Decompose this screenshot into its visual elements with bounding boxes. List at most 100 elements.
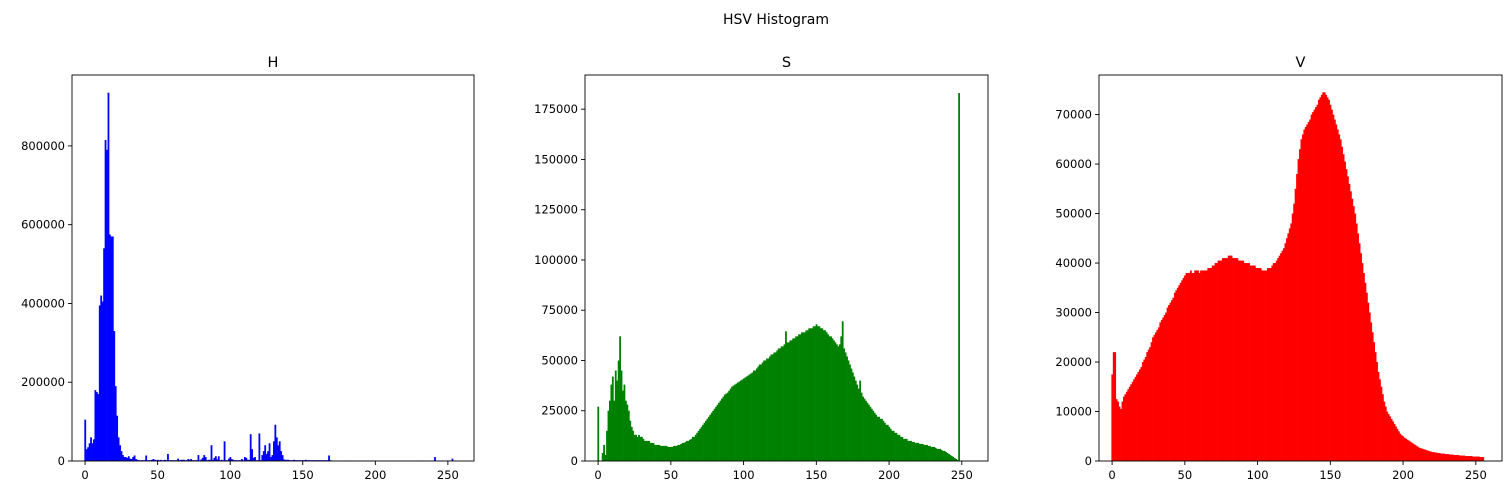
histogram-bar [1377,371,1380,461]
histogram-bar [1269,268,1272,461]
histogram-bar [85,449,88,461]
histogram-bar [603,444,605,461]
histogram-bar [620,370,623,461]
histogram-bar [167,453,169,461]
histogram-bar [898,434,901,461]
histogram-bar [1383,401,1386,461]
histogram-bar [633,434,636,461]
histogram-bar [1399,433,1402,461]
histogram-bar [1447,454,1450,461]
histogram-bar [1226,258,1229,461]
panel-title-v: V [1296,55,1306,71]
histogram-bar [697,430,700,461]
histogram-bar [1128,386,1131,461]
histogram-bar [101,301,104,461]
histogram-bar [623,384,626,461]
histogram-bar [1336,129,1339,461]
histogram-bar [1283,248,1285,461]
histogram-bar [821,328,824,461]
histogram-bar [840,336,843,461]
histogram-bar [632,430,635,461]
histogram-bar [872,410,875,461]
histogram-bar [1255,268,1258,461]
histogram-bar [843,348,846,461]
histogram-bar [875,414,878,461]
histogram-bar [93,439,95,461]
histogram-bar [651,442,653,461]
histogram-bar [1397,431,1400,461]
histogram-bar [1291,213,1294,461]
histogram-bar [774,352,777,461]
histogram-bar [126,457,129,461]
histogram-bar [1348,183,1351,461]
y-tick-label: 100000 [534,253,578,267]
histogram-bar [824,330,827,461]
histogram-bar [958,93,960,461]
histogram-bar [837,346,840,461]
histogram-bar [232,459,235,461]
histogram-bar [1304,126,1307,462]
histogram-bar [680,443,683,461]
histogram-bar [1411,442,1413,461]
histogram-bar [799,334,802,461]
histogram-bar [248,459,251,461]
chart-panel-h: H 0 50 100 150 200 250 0 200000 400000 600000 80000… [21,55,475,482]
histogram-bar [241,459,243,461]
y-tick-label: 10000 [1055,405,1092,419]
histogram-bar [694,434,697,461]
histogram-bar [857,388,860,462]
histogram-bar [613,400,616,461]
histogram-bar [1472,456,1474,461]
histogram-bar [921,443,924,461]
histogram-bar [1467,456,1470,461]
y-tick-label: 50000 [1055,207,1092,221]
histogram-bar [1245,263,1248,461]
histogram-bar [830,336,832,461]
histogram-bar [718,402,720,461]
histogram-bar [229,457,232,461]
histogram-bar [846,356,848,461]
histogram-bar [883,422,886,461]
histogram-bar [1392,421,1394,461]
x-tick-label: 50 [150,468,165,482]
histogram-bar [604,454,607,461]
histogram-bar [737,382,739,461]
histogram-bar [1358,243,1361,461]
histogram-bar [1406,439,1409,461]
y-tick-label: 175000 [534,102,578,116]
histogram-bar [1210,268,1213,461]
histogram-bar [601,452,604,461]
histogram-bar [655,444,658,461]
histogram-bar [847,360,850,461]
histogram-bar [1370,322,1373,461]
histogram-bar [1191,272,1194,461]
histogram-bar [1438,453,1441,461]
histogram-bar [920,443,923,461]
histogram-bar [1443,453,1445,461]
histogram-bar [1111,374,1114,461]
histogram-bar [1293,203,1296,462]
histogram-bar [1335,124,1338,462]
histogram-bar [1163,315,1166,461]
histogram-bar [1428,451,1431,461]
histogram-bar [814,326,816,461]
histogram-bar [1319,97,1322,462]
histogram-bar [106,149,108,461]
histogram-bar [264,445,267,461]
histogram-bar [899,436,902,462]
histogram-bar [729,388,732,462]
histogram-bar [1297,159,1300,461]
histogram-bar [658,444,661,461]
histogram-bar [164,459,166,461]
histogram-bar [127,456,130,461]
histogram-bar [1476,456,1479,461]
histogram-bar [910,440,912,461]
histogram-bar [119,445,121,461]
histogram-bar [626,404,629,461]
histogram-bar [287,459,290,461]
histogram-bar [865,400,867,461]
histogram-bar [844,352,847,461]
histogram-bar [1434,452,1437,461]
histogram-bar [833,340,835,462]
histogram-bar [136,459,139,461]
